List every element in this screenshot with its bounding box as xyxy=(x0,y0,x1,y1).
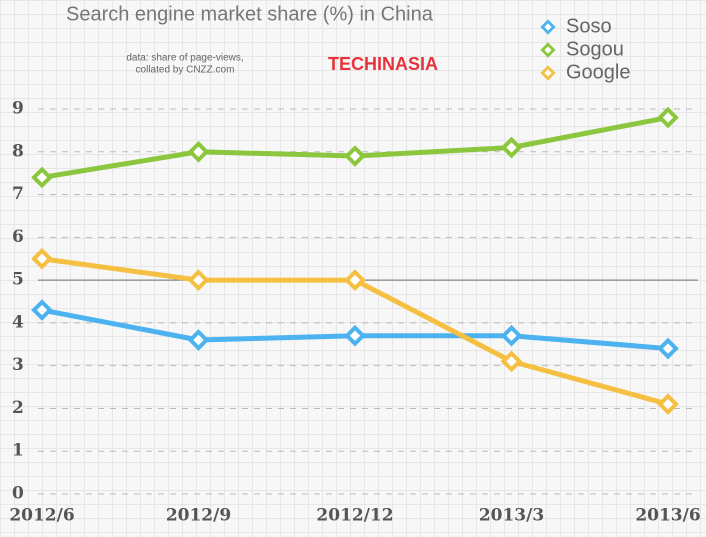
y-tick-label: 7 xyxy=(12,184,24,204)
x-tick-label: 2012/9 xyxy=(166,506,231,526)
point xyxy=(31,299,53,321)
point xyxy=(500,136,523,159)
point xyxy=(344,324,366,347)
point xyxy=(187,140,210,163)
legend-label: Google xyxy=(566,61,631,83)
legend-marker xyxy=(540,42,556,58)
x-tick-label: 2012/12 xyxy=(316,506,393,526)
point xyxy=(657,393,679,415)
point xyxy=(31,166,53,189)
y-tick-label: 4 xyxy=(12,312,24,332)
y-tick-label: 9 xyxy=(12,99,24,119)
logo: TECHINASIA xyxy=(328,54,438,74)
y-tick-label: 5 xyxy=(12,270,24,290)
point xyxy=(187,269,210,291)
note: collated by CNZZ.com xyxy=(136,65,235,76)
point xyxy=(344,145,366,167)
y-tick-label: 8 xyxy=(12,141,24,161)
point xyxy=(500,350,523,373)
y-tick-label: 6 xyxy=(12,227,24,247)
point xyxy=(344,269,366,291)
y-tick-label: 1 xyxy=(12,441,24,461)
point xyxy=(500,324,523,347)
x-tick-label: 2013/6 xyxy=(635,506,700,526)
legend-marker xyxy=(540,65,556,81)
y-tick-label: 0 xyxy=(12,484,24,504)
legend-label: Soso xyxy=(566,15,612,37)
point xyxy=(657,337,679,360)
note: data: share of page-views, xyxy=(126,53,243,64)
x-tick-label: 2012/6 xyxy=(9,506,74,526)
chart-title: Search engine market share (%) in China xyxy=(66,3,434,25)
y-tick-label: 2 xyxy=(12,398,24,418)
legend-marker xyxy=(540,19,556,35)
legend-label: Sogou xyxy=(566,38,624,60)
point xyxy=(187,329,210,351)
x-tick-label: 2013/3 xyxy=(479,506,544,526)
point xyxy=(657,106,679,129)
y-tick-label: 3 xyxy=(12,355,24,375)
point xyxy=(31,247,53,270)
